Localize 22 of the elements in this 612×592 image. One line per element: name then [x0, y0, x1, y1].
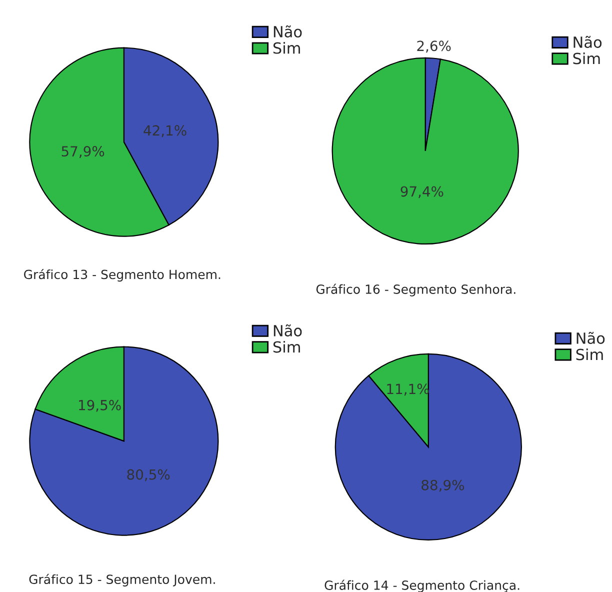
data-label: 42,1% [144, 125, 186, 138]
data-label: 19,5% [79, 400, 121, 412]
data-label: 97,4% [400, 186, 444, 198]
legend-label: Não [274, 25, 302, 38]
legend-label: Sim [573, 52, 600, 64]
legend-label: Sim [273, 340, 300, 353]
text: Gráfico 13 - Segmento Homem. [24, 268, 220, 282]
legend-label: Não [574, 36, 602, 48]
legend-label: Não [576, 332, 605, 344]
legend-label: Sim [576, 348, 603, 360]
text: Gráfico 16 - Segmento Senhora. [316, 284, 516, 296]
data-label: 57,9% [62, 146, 104, 158]
text: Gráfico 14 - Segmento Criança. [324, 580, 520, 592]
pie-slice [29, 346, 219, 536]
data-label: 2,6% [417, 40, 451, 53]
pie-slice [332, 57, 519, 245]
data-label: 88,9% [422, 480, 464, 492]
legend-label: Não [274, 324, 302, 336]
pie-slice [334, 353, 522, 541]
text: Gráfico 15 - Segmento Jovem. [29, 574, 215, 586]
legend-label: Sim [273, 42, 300, 54]
data-label: 80,5% [127, 469, 170, 482]
